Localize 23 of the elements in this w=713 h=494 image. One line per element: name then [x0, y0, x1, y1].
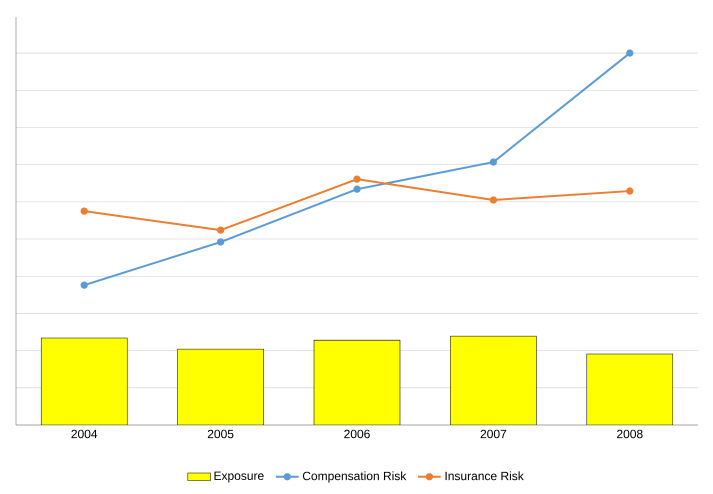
x-tick-label: 2005 [208, 430, 234, 438]
point [353, 186, 361, 193]
point [80, 281, 88, 289]
point [353, 175, 361, 183]
bar [177, 348, 264, 425]
point [216, 226, 224, 234]
point [216, 238, 224, 246]
x-tick-label: 2007 [480, 430, 506, 438]
legend-label: Insurance Risk [446, 471, 524, 480]
point [626, 49, 634, 57]
x-tick-label: 2004 [71, 430, 98, 438]
x-tick-label: 2006 [344, 430, 370, 438]
point [490, 158, 498, 166]
point [626, 187, 634, 195]
bar [586, 354, 674, 425]
legend-label: Compensation Risk [302, 471, 406, 483]
x-tick-label: 2008 [617, 430, 643, 438]
point [80, 207, 88, 215]
bar [450, 336, 537, 425]
point [490, 196, 498, 204]
bar [314, 340, 400, 425]
bar [40, 338, 128, 425]
legend-label: Exposure [214, 472, 264, 482]
